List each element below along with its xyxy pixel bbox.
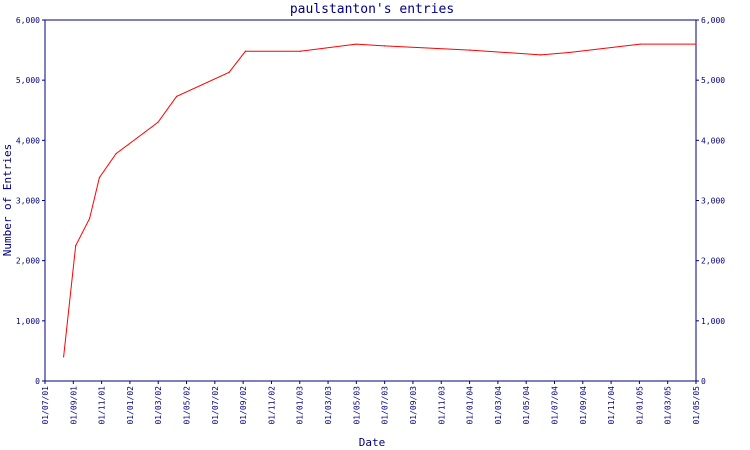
data-point [115,152,117,155]
y-tick-label-left: 3,000 [16,197,40,206]
x-tick-label: 01/03/02 [154,386,163,425]
x-axis: 01/07/01 01/09/01 01/11/01 01/01/02 01/03/02… [41,381,701,425]
x-tick-label: 01/09/03 [409,386,418,425]
data-point [75,245,77,247]
x-tick-label: 01/09/04 [579,386,588,425]
x-tick-label: 01/01/02 [126,386,135,425]
x-tick-label: 01/05/05 [692,386,701,425]
data-point [383,45,386,47]
data-point [568,51,570,54]
x-tick-label: 01/07/01 [41,386,50,425]
y-tick-label-left: 6,000 [16,16,40,25]
x-tick-label: 01/05/04 [522,386,531,425]
data-point [89,217,91,220]
x-tick-label: 01/03/03 [324,386,333,425]
x-tick-label: 01/01/04 [466,386,475,425]
data-point [639,43,641,45]
x-tick-label: 01/09/01 [69,386,78,425]
x-tick-label: 01/11/04 [607,386,616,425]
y-tick-label-right: 4,000 [701,136,725,145]
y-tick-label-right: 3,000 [701,197,725,206]
x-tick-label: 01/03/04 [494,386,503,425]
x-tick-label: 01/03/05 [664,386,673,425]
y-tick-label-right: 0 [701,377,706,386]
chart-title: paulstanton's entries [290,2,454,17]
y-tick-label-right: 6,000 [701,16,725,25]
series-line [63,43,696,357]
data-point [157,121,159,123]
data-point [695,43,697,45]
x-tick-label: 01/07/04 [550,386,559,425]
x-tick-label: 01/11/02 [267,386,276,425]
y-tick-label-left: 4,000 [16,136,40,145]
data-point [98,177,101,179]
y-tick-label-right: 1,000 [701,317,725,326]
x-tick-label: 01/01/05 [635,386,644,425]
data-point [63,356,65,358]
x-tick-label: 01/01/03 [296,386,305,425]
x-tick-label: 01/05/02 [183,386,192,425]
x-tick-label: 01/11/01 [98,386,107,425]
y-tick-label-left: 1,000 [16,317,40,326]
data-point [175,95,178,98]
data-point [244,50,247,52]
y-tick-label-left: 2,000 [16,257,40,266]
data-point [469,49,471,51]
x-tick-label: 01/07/02 [211,386,220,425]
plot-area-frame [44,19,697,382]
data-point [228,71,230,73]
y-tick-label-left: 5,000 [16,76,40,85]
y-tick-label-right: 5,000 [701,76,725,85]
x-axis-title: Date [359,436,386,449]
data-point [540,54,542,56]
y-axis-left: 0 1,000 2,000 3,000 4,000 5,000 6,000 [16,16,45,386]
y-tick-label-right: 2,000 [701,257,725,266]
y-axis-right: 0 1,000 2,000 3,000 4,000 5,000 6,000 [696,16,725,386]
series-points [63,43,697,358]
data-point [355,43,357,45]
y-tick-label-left: 0 [35,377,40,386]
x-tick-label: 01/05/03 [352,386,361,425]
data-point [299,50,301,52]
x-tick-label: 01/11/03 [437,386,446,425]
x-tick-label: 01/09/02 [239,386,248,425]
y-axis-title: Number of Entries [1,144,14,257]
x-tick-label: 01/07/03 [381,386,390,425]
